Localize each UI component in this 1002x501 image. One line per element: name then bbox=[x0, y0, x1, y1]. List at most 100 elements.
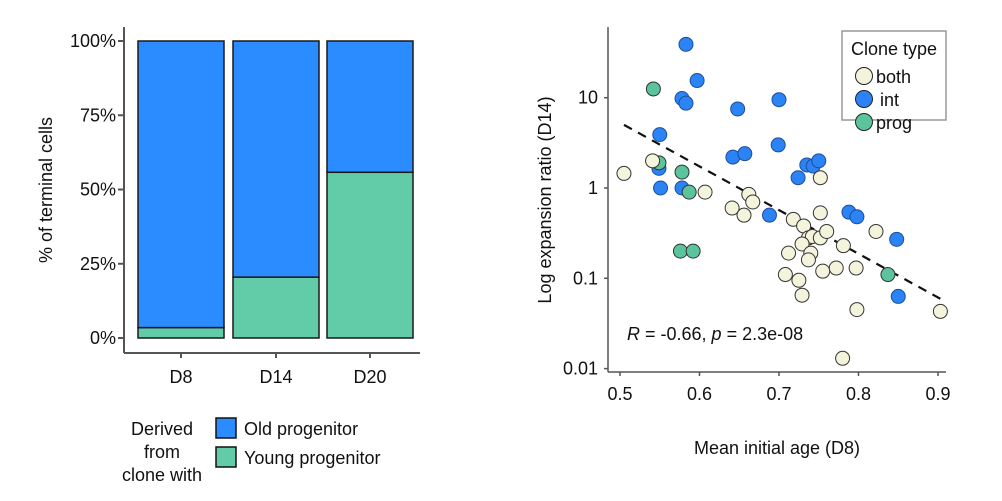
scatter-x-tick-label: 0.9 bbox=[925, 384, 950, 404]
scatter-point-both bbox=[848, 260, 864, 276]
annotation-p-text: = 2.3e-08 bbox=[722, 324, 804, 344]
scatter-y-axis-title: Log expansion ratio (D14) bbox=[535, 96, 555, 303]
scatter-y-tick-label: 0.01 bbox=[563, 359, 598, 379]
scatter-legend-label-both: both bbox=[876, 67, 911, 87]
bar-y-tick-label: 50% bbox=[80, 180, 116, 200]
scatter-point-int bbox=[761, 207, 777, 223]
scatter-point-int bbox=[790, 170, 806, 186]
bar-segment-d14-old bbox=[232, 40, 320, 278]
scatter-point-int bbox=[678, 95, 694, 111]
scatter-point-both bbox=[616, 165, 632, 181]
scatter-point-both bbox=[781, 245, 797, 261]
scatter-chart: 0.01 0.1 1 10 0.5 0.6 0.7 0.8 0.9 R = -0.66, p … bbox=[535, 27, 951, 458]
scatter-point-both bbox=[868, 223, 884, 239]
bar-legend-title-line-3: clone with bbox=[122, 465, 202, 485]
scatter-points bbox=[616, 36, 948, 366]
bar-segment-d8-old bbox=[137, 40, 225, 329]
bar-legend-title-line-1: Derived bbox=[131, 419, 193, 439]
scatter-y-tick-label: 1 bbox=[588, 178, 598, 198]
scatter-point-int bbox=[811, 153, 827, 169]
scatter-point-prog bbox=[880, 267, 896, 283]
bar-legend-label-young: Young progenitor bbox=[244, 448, 380, 468]
scatter-point-int bbox=[889, 231, 905, 247]
annotation-r-label: R bbox=[627, 324, 640, 344]
scatter-legend-label-int: int bbox=[880, 90, 899, 110]
scatter-point-int bbox=[689, 73, 705, 89]
stacked-bar-chart: 0% 25% 50% 75% 100% D8 D14 D20 % of terminal c… bbox=[36, 27, 420, 485]
scatter-y-ticks: 0.01 0.1 1 10 bbox=[563, 88, 608, 379]
scatter-point-int bbox=[890, 288, 906, 304]
scatter-point-int bbox=[653, 180, 669, 196]
scatter-point-both bbox=[828, 260, 844, 276]
scatter-point-both bbox=[812, 170, 828, 186]
scatter-x-tick-label: 0.7 bbox=[766, 384, 791, 404]
scatter-legend-title: Clone type bbox=[851, 39, 937, 59]
scatter-point-both bbox=[745, 194, 761, 210]
bar-x-ticks: D8 D14 D20 bbox=[169, 353, 387, 387]
scatter-x-ticks: 0.5 0.6 0.7 0.8 0.9 bbox=[607, 372, 951, 404]
trend-line bbox=[623, 123, 943, 301]
scatter-point-both bbox=[777, 267, 793, 283]
scatter-legend: Clone type both int prog bbox=[841, 30, 947, 133]
scatter-point-both bbox=[697, 184, 713, 200]
bar-legend-swatch-young bbox=[215, 446, 237, 468]
scatter-point-both bbox=[736, 207, 752, 223]
scatter-legend-marker-both bbox=[855, 67, 873, 85]
scatter-point-both bbox=[835, 238, 851, 254]
bar-legend-title-line-2: from bbox=[144, 442, 180, 462]
bar-marks bbox=[137, 40, 414, 339]
scatter-point-int bbox=[730, 101, 746, 117]
bar-legend-label-old: Old progenitor bbox=[244, 419, 358, 439]
scatter-point-int bbox=[678, 36, 694, 52]
scatter-legend-marker-int bbox=[855, 90, 873, 108]
scatter-y-tick-label: 10 bbox=[578, 88, 598, 108]
bar-legend: Derived from clone with Old progenitor Y… bbox=[122, 417, 380, 485]
scatter-point-both bbox=[815, 263, 831, 279]
scatter-point-both bbox=[800, 252, 816, 268]
scatter-point-both bbox=[794, 236, 810, 252]
scatter-point-prog bbox=[672, 243, 688, 259]
scatter-point-both bbox=[932, 303, 948, 319]
annotation-p-label: p bbox=[711, 324, 722, 344]
bar-y-axis-title: % of terminal cells bbox=[36, 117, 56, 263]
bar-x-tick-label: D14 bbox=[259, 367, 292, 387]
bar-segment-d20-old bbox=[326, 40, 414, 174]
scatter-point-prog bbox=[674, 164, 690, 180]
scatter-x-tick-label: 0.8 bbox=[846, 384, 871, 404]
scatter-point-prog bbox=[685, 243, 701, 259]
annotation-r-text: = -0.66, bbox=[640, 324, 712, 344]
scatter-legend-marker-prog bbox=[855, 113, 873, 131]
scatter-point-int bbox=[771, 92, 787, 108]
bar-segment-d14-young bbox=[232, 276, 320, 339]
scatter-point-prog bbox=[681, 184, 697, 200]
bar-x-tick-label: D20 bbox=[353, 367, 386, 387]
scatter-point-prog bbox=[645, 81, 661, 97]
scatter-point-both bbox=[724, 200, 740, 216]
scatter-point-int bbox=[770, 137, 786, 153]
bar-y-tick-label: 0% bbox=[90, 328, 116, 348]
bar-y-tick-label: 100% bbox=[70, 31, 116, 51]
bar-y-tick-label: 75% bbox=[80, 105, 116, 125]
bar-legend-swatch-old bbox=[215, 417, 237, 439]
scatter-point-both bbox=[812, 205, 828, 221]
bar-x-tick-label: D8 bbox=[169, 367, 192, 387]
scatter-point-both bbox=[794, 287, 810, 303]
scatter-x-tick-label: 0.6 bbox=[687, 384, 712, 404]
correlation-annotation: R = -0.66, p = 2.3e-08 bbox=[627, 324, 803, 344]
scatter-point-both bbox=[645, 153, 661, 169]
scatter-point-int bbox=[849, 209, 865, 225]
scatter-point-both bbox=[819, 223, 835, 239]
bar-segment-d8-young bbox=[137, 326, 225, 339]
scatter-point-int bbox=[652, 127, 668, 143]
scatter-x-tick-label: 0.5 bbox=[607, 384, 632, 404]
scatter-point-both bbox=[849, 302, 865, 318]
scatter-point-both bbox=[791, 272, 807, 288]
scatter-x-axis-title: Mean initial age (D8) bbox=[694, 438, 860, 458]
bar-y-ticks: 0% 25% 50% 75% 100% bbox=[70, 31, 124, 348]
scatter-y-tick-label: 0.1 bbox=[573, 268, 598, 288]
scatter-point-int bbox=[737, 146, 753, 162]
scatter-point-both bbox=[835, 350, 851, 366]
scatter-legend-label-prog: prog bbox=[876, 113, 912, 133]
bar-y-tick-label: 25% bbox=[80, 254, 116, 274]
